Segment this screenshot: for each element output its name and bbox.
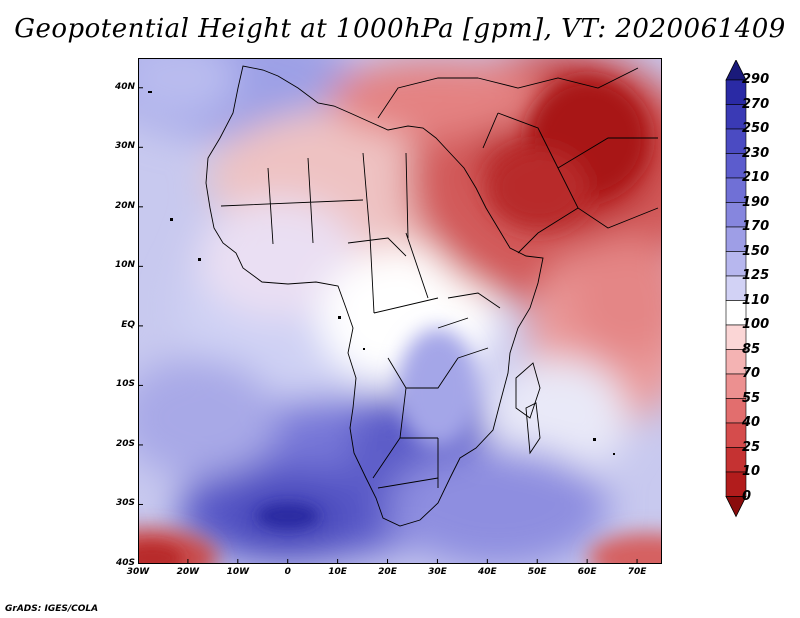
colorbar-level-label: 85: [742, 341, 761, 357]
colorbar-level-label: 250: [742, 121, 770, 136]
lat-label: 20N: [114, 200, 135, 211]
lat-label: 20S: [115, 438, 135, 449]
lat-label: EQ: [121, 319, 135, 330]
colorbar-level-label: 25: [742, 439, 761, 455]
colorbar-level-label: 170: [742, 219, 770, 234]
lat-label: 40N: [114, 81, 135, 92]
height-field: [138, 58, 662, 564]
lon-label: 10W: [226, 567, 250, 577]
colorbar-level-label: 110: [742, 292, 770, 308]
colorbar-level-label: 100: [742, 317, 770, 332]
colorbar-level-label: 150: [742, 243, 770, 259]
colorbar-level-label: 55: [742, 390, 761, 406]
islands: [148, 91, 615, 455]
map-frame: [138, 58, 662, 564]
lon-label: 10E: [328, 567, 347, 577]
lon-label: 20W: [176, 567, 200, 577]
lon-label: 40E: [477, 567, 497, 577]
colorbar: [725, 60, 747, 518]
map-title: Geopotential Height at 1000hPa [gpm], VT…: [14, 14, 786, 44]
lon-label: 0: [284, 567, 291, 577]
lon-label: 30E: [428, 567, 447, 577]
lat-label: 10N: [114, 260, 135, 271]
lat-label: 30S: [115, 498, 135, 509]
colorbar-level-label: 290: [742, 72, 770, 87]
lat-label: 30N: [114, 141, 135, 152]
lon-label: 20E: [378, 567, 397, 577]
lon-label: 60E: [577, 567, 597, 577]
lon-label: 50E: [527, 567, 547, 577]
lat-label: 10S: [115, 379, 135, 390]
colorbar-level-label: 210: [742, 170, 770, 185]
colorbar-level-label: 0: [742, 488, 752, 504]
madagascar-outline: [525, 402, 541, 455]
credit-text: GrADS: IGES/COLA: [5, 604, 99, 614]
lon-label: 30W: [126, 567, 150, 577]
colorbar-level-label: 70: [742, 366, 761, 381]
lat-label: 40S: [115, 558, 135, 568]
colorbar-bottom-arrow: [725, 496, 747, 518]
colorbar-level-label: 10: [742, 464, 761, 479]
country-borders: [205, 65, 659, 527]
colorbar-level-label: 190: [742, 194, 770, 210]
colorbar-level-label: 230: [742, 145, 770, 161]
colorbar-level-label: 270: [742, 96, 770, 112]
geopotential-height-map: [138, 58, 662, 564]
colorbar-level-label: 40: [742, 415, 761, 430]
map-panel: [138, 58, 662, 564]
colorbar-level-label: 125: [742, 268, 770, 283]
lon-label: 70E: [627, 567, 647, 577]
